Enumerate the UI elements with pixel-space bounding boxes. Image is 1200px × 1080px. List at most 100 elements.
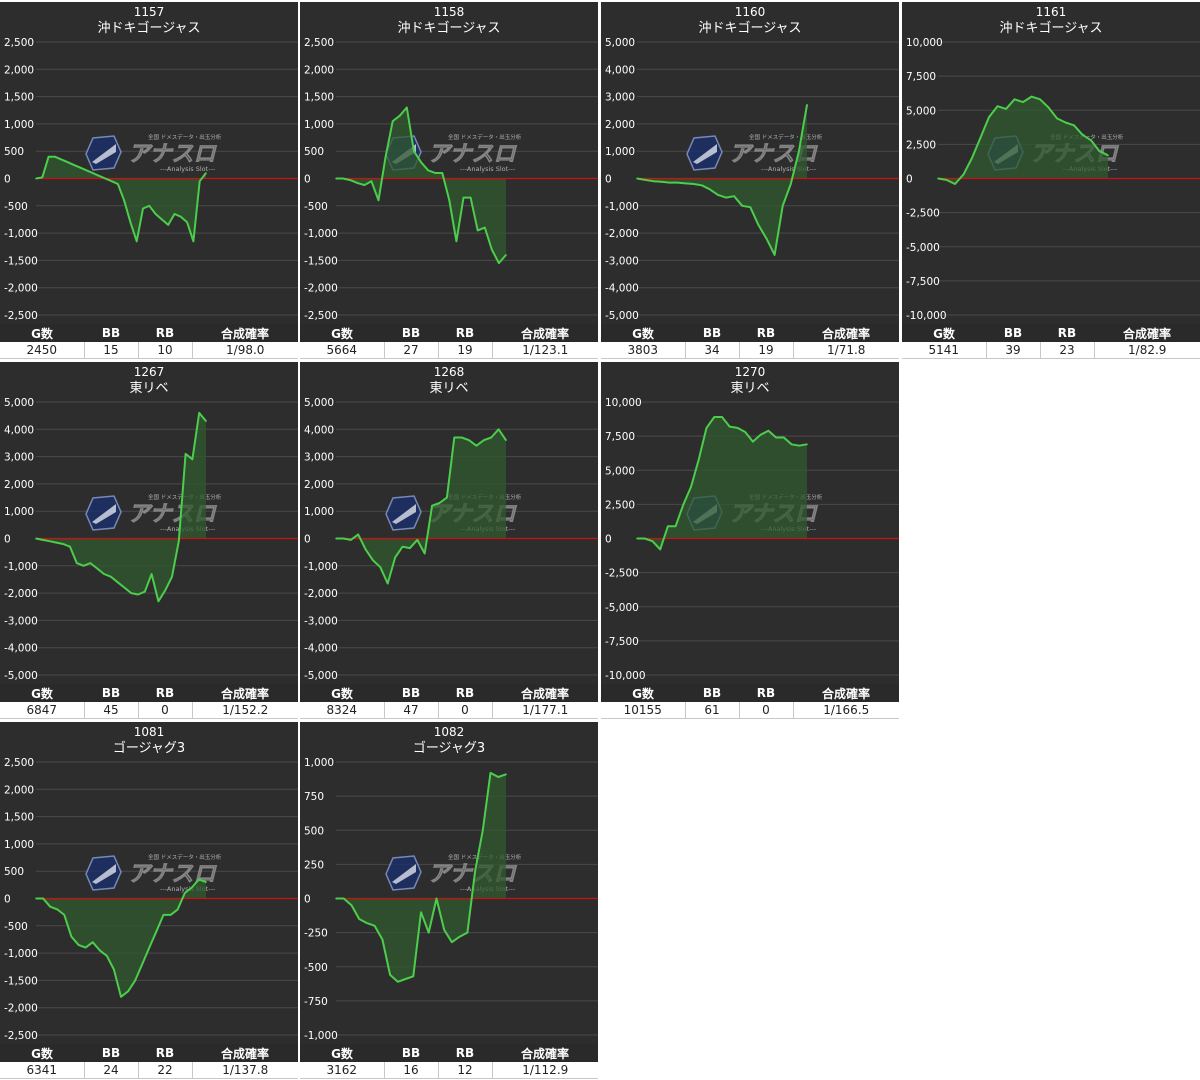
data-point <box>798 444 801 447</box>
stats-table: G数 BB RB 合成確率 3162 16 12 1/112.9 <box>300 1044 598 1079</box>
data-point <box>434 172 436 174</box>
y-tick-label: -1,000 <box>4 948 38 960</box>
data-point <box>63 914 66 916</box>
data-point <box>137 593 139 596</box>
stats-header: RB <box>138 1044 192 1062</box>
probability-value: 1/123.1 <box>492 342 598 359</box>
data-point <box>668 181 671 184</box>
data-point <box>91 941 94 943</box>
y-tick-label: 4,000 <box>304 424 334 436</box>
data-point <box>482 829 484 832</box>
rb-value: 23 <box>1040 342 1095 359</box>
data-point <box>205 881 207 883</box>
y-tick-label: 5,000 <box>605 37 635 49</box>
stats-header: G数 <box>601 324 685 342</box>
data-point <box>35 177 37 180</box>
bb-value: 15 <box>84 342 139 359</box>
y-tick-label: 7,500 <box>605 431 635 443</box>
chart-area: 1081 ゴージャグ3 2,500 2,000 1,500 1,000 500 0 -500 -1… <box>0 722 298 1044</box>
data-point <box>806 443 808 446</box>
stats-table: G数 BB RB 合成確率 5664 27 19 1/123.1 <box>300 324 598 359</box>
data-point <box>453 436 456 439</box>
data-point <box>1005 108 1007 110</box>
y-tick-label: 0 <box>605 534 612 546</box>
data-point <box>476 229 479 232</box>
stats-header: 合成確率 <box>192 324 298 342</box>
stats-table: G数 BB RB 合成確率 10155 61 0 1/166.5 <box>601 684 899 719</box>
chart-panel: 1160 沖ドキゴージャス 5,000 4,000 3,000 2,000 1,000 0 -1… <box>601 2 899 360</box>
y-tick-label: -2,000 <box>4 283 38 295</box>
y-tick-label: -1,000 <box>4 561 38 573</box>
data-point <box>370 180 373 182</box>
y-tick-label: 0 <box>4 534 11 546</box>
data-point <box>1081 134 1084 136</box>
rb-value: 19 <box>438 342 493 359</box>
machine-number: 1081 <box>134 725 165 739</box>
data-point <box>171 575 173 578</box>
watermark-text: アナスロ <box>428 142 518 167</box>
data-point <box>636 177 638 180</box>
data-point <box>684 182 687 185</box>
chart-area: 1267 東リベ 5,000 4,000 3,000 2,000 1,000 0 -1,000 -… <box>0 362 298 684</box>
svg-text:---Analysis Slot---: ---Analysis Slot--- <box>761 165 817 173</box>
chart-title: 沖ドキゴージャス <box>698 20 801 36</box>
data-point <box>945 179 948 181</box>
stats-header-row: G数 BB RB 合成確率 <box>601 684 899 702</box>
stats-header: BB <box>84 1044 138 1062</box>
data-point <box>798 150 800 152</box>
y-tick-label: 2,500 <box>4 37 34 49</box>
y-tick-label: 1,500 <box>304 92 334 104</box>
stats-header: RB <box>438 1044 492 1062</box>
stats-header: RB <box>438 684 492 702</box>
y-tick-label: 250 <box>304 859 324 871</box>
data-point <box>342 177 344 180</box>
chart-title: 東リベ <box>429 380 468 396</box>
y-tick-label: -5,000 <box>906 242 940 254</box>
chart-area: 1157 沖ドキゴージャス 2,500 2,000 1,500 1,000 500 0 -500… <box>0 2 298 324</box>
y-tick-label: -3,000 <box>4 615 38 627</box>
data-point <box>676 181 679 184</box>
probability-value: 1/98.0 <box>192 342 298 359</box>
stats-header: BB <box>685 684 739 702</box>
data-point <box>69 545 71 548</box>
data-point <box>110 180 113 182</box>
data-point <box>757 224 760 226</box>
data-point <box>150 573 153 575</box>
games-value: 2450 <box>0 342 85 359</box>
data-point <box>701 184 703 187</box>
data-point <box>157 600 160 603</box>
y-tick-label: 2,500 <box>304 37 334 49</box>
data-point <box>394 556 396 559</box>
y-tick-label: -4,000 <box>4 643 38 655</box>
y-tick-label: 0 <box>304 894 311 906</box>
chart-title: 沖ドキゴージャス <box>397 20 500 36</box>
data-point <box>423 552 426 555</box>
data-point <box>773 254 776 256</box>
data-point <box>441 172 444 174</box>
data-point <box>962 173 965 176</box>
watermark-logo: アナスロ---Analysis Slot--- 全国 ドメスデータ・出玉分析 <box>85 133 222 173</box>
stats-header-row: G数 BB RB 合成確率 <box>601 324 899 342</box>
y-tick-label: 1,500 <box>4 92 34 104</box>
data-point <box>77 944 80 946</box>
data-point <box>1073 124 1075 127</box>
series-line <box>336 428 507 585</box>
data-point <box>484 226 486 229</box>
y-tick-label: -250 <box>304 928 328 940</box>
stats-header: BB <box>986 324 1040 342</box>
data-point <box>475 444 478 447</box>
data-point <box>342 897 345 900</box>
data-point <box>386 582 389 585</box>
stats-header: G数 <box>300 1044 384 1062</box>
data-point <box>790 443 793 446</box>
probability-value: 1/82.9 <box>1094 342 1200 359</box>
data-point <box>416 539 419 541</box>
y-tick-label: -2,500 <box>605 568 639 580</box>
data-point <box>364 548 367 551</box>
data-point <box>49 905 51 908</box>
svg-text:全国 ドメスデータ・出玉分析: 全国 ドメスデータ・出玉分析 <box>448 133 522 141</box>
data-point <box>937 177 939 180</box>
y-tick-label: 2,000 <box>4 64 34 76</box>
data-point <box>490 436 492 439</box>
